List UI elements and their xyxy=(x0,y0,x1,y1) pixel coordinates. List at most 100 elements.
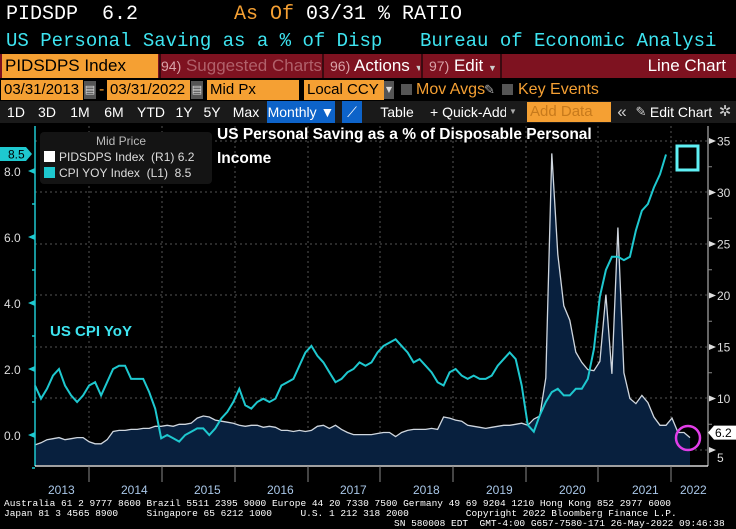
x-tick-label: 2015 xyxy=(194,483,221,497)
right-tick-label: 5 xyxy=(717,451,724,465)
as-of-label: As Of xyxy=(234,3,295,26)
collapse-button[interactable]: « xyxy=(617,102,627,121)
x-tick-label: 2019 xyxy=(486,483,513,497)
right-tick-marker xyxy=(709,447,716,453)
actions-menu[interactable]: 96) Actions ▼ xyxy=(324,54,420,78)
chart-type-label[interactable]: Line Chart xyxy=(647,56,726,75)
highlight-circle xyxy=(674,424,702,452)
right-last-value-label: 6.2 xyxy=(715,426,732,440)
saving-rate-line xyxy=(34,153,691,446)
legend-title: Mid Price xyxy=(96,134,147,148)
security-description: US Personal Saving as a % of Disp xyxy=(6,30,383,52)
edit-menu[interactable]: 97) Edit ▼ xyxy=(424,54,500,78)
right-tick-marker xyxy=(709,344,716,350)
left-tick-label: 4.0 xyxy=(4,297,21,311)
security-header: PIDSDP 6.2 As Of 03/31 % RATIO xyxy=(6,2,462,28)
chevron-down-icon: ▼ xyxy=(414,63,420,73)
options-row: 03/31/2013 ▤ - 03/31/2022 ▤ Mid Px Local… xyxy=(0,79,736,101)
x-tick-label: 2016 xyxy=(267,483,294,497)
end-date-input[interactable]: 03/31/2022 xyxy=(107,80,190,100)
range-6m-button[interactable]: 6M xyxy=(104,104,124,120)
last-value: 6.2 xyxy=(102,3,139,26)
x-tick-label: 2014 xyxy=(121,483,148,497)
range-row: 1D 3D 1M 6M YTD 1Y 5Y Max Monthly ▼ ⟋ Ta… xyxy=(0,101,736,123)
highlight-box xyxy=(675,144,700,172)
key-events-checkbox[interactable] xyxy=(502,84,513,95)
range-3d-button[interactable]: 3D xyxy=(38,104,56,120)
frequency-select[interactable]: Monthly ▼ xyxy=(267,101,335,123)
right-tick-label: 30 xyxy=(717,186,731,200)
legend-swatch xyxy=(44,167,55,178)
legend-label: PIDSDPS Index (R1) 6.2 xyxy=(59,150,195,164)
start-date-input[interactable]: 03/31/2013 xyxy=(1,80,83,100)
right-tick-label: 10 xyxy=(717,392,731,406)
legend-item-saving[interactable]: PIDSDPS Index (R1) 6.2 xyxy=(44,150,194,165)
quick-add-button[interactable]: + Quick-Add xyxy=(430,104,506,120)
edit-number: 97) xyxy=(429,58,450,74)
legend-label: CPI YOY Index (L1) 8.5 xyxy=(59,166,192,180)
chart-canvas[interactable]: 0.0 2.0 4.0 6.0 8.0 8.5 5 10 15 20 25 30 35 6.2 US CP… xyxy=(0,123,736,483)
currency-select[interactable]: Local CCY xyxy=(304,80,384,100)
footer-line-2: Japan 81 3 4565 8900 Singapore 65 6212 1… xyxy=(4,508,677,519)
legend-swatch xyxy=(44,151,55,162)
range-max-button[interactable]: Max xyxy=(232,104,260,120)
footer-line-1: Australia 61 2 9777 8600 Brazil 5511 239… xyxy=(4,498,672,509)
left-tick-marker xyxy=(28,300,35,306)
x-tick-label: 2020 xyxy=(559,483,586,497)
right-tick-label: 15 xyxy=(717,341,731,355)
price-field-select[interactable]: Mid Px xyxy=(207,80,299,100)
x-tick-label: 2017 xyxy=(340,483,367,497)
left-tick-marker xyxy=(28,366,35,372)
left-tick-label: 8.0 xyxy=(4,165,21,179)
pencil-icon[interactable]: ✎ xyxy=(484,82,495,97)
suggested-charts-label: Suggested Charts xyxy=(185,56,321,75)
left-tick-marker xyxy=(28,432,35,438)
footer-line-3: SN 580008 EDT GMT-4:00 G657-7580-171 26-… xyxy=(394,518,725,529)
edit-label: Edit xyxy=(453,56,484,75)
right-tick-marker xyxy=(709,189,716,196)
range-1y-button[interactable]: 1Y xyxy=(175,104,193,120)
cpi-yoy-line xyxy=(34,154,667,443)
range-1d-button[interactable]: 1D xyxy=(7,104,25,120)
add-data-input[interactable]: Add Data xyxy=(527,102,611,122)
cpi-annotation: US CPI YoY xyxy=(50,323,132,340)
chevron-down-icon[interactable]: ▼ xyxy=(384,81,394,99)
chart-title: US Personal Saving as a % of Disposable … xyxy=(217,126,592,167)
data-source: Bureau of Economic Analysi xyxy=(420,30,717,52)
chevron-down-icon: ▼ xyxy=(488,63,497,73)
axes: 0.0 2.0 4.0 6.0 8.0 8.5 5 10 15 20 25 30 35 6.2 xyxy=(0,126,736,482)
suggested-charts-number: 94) xyxy=(161,58,182,74)
right-tick-label: 35 xyxy=(717,135,731,149)
legend-item-cpi[interactable]: CPI YOY Index (L1) 8.5 xyxy=(44,166,191,181)
suggested-charts-button[interactable]: 94) Suggested Charts xyxy=(161,54,321,78)
calendar-icon[interactable]: ▤ xyxy=(191,81,203,99)
gridlines xyxy=(35,126,708,465)
security-input[interactable]: PIDSDPS Index xyxy=(2,54,158,78)
edit-chart-button[interactable]: Edit Chart xyxy=(649,104,713,120)
table-button[interactable]: Table xyxy=(380,104,414,120)
right-tick-marker xyxy=(709,241,716,247)
right-tick-marker xyxy=(709,138,716,144)
chart-legend: Mid Price PIDSDPS Index (R1) 6.2 CPI YOY… xyxy=(40,132,212,184)
range-ytd-button[interactable]: YTD xyxy=(137,104,165,120)
right-tick-label: 25 xyxy=(717,238,731,252)
as-of-value: 03/31 % RATIO xyxy=(306,3,463,26)
gear-icon[interactable]: ✲ xyxy=(718,103,732,120)
left-last-value-label: 8.5 xyxy=(8,148,25,162)
chevron-down-icon[interactable]: ▼ xyxy=(509,107,517,116)
range-1m-button[interactable]: 1M xyxy=(70,104,90,120)
x-tick-label: 2021 xyxy=(632,483,659,497)
x-tick-label: 2013 xyxy=(48,483,75,497)
actions-label: Actions xyxy=(354,56,410,75)
line-chart-icon[interactable]: ⟋ xyxy=(342,101,362,123)
left-last-value-marker xyxy=(0,147,32,161)
ticker: PIDSDP xyxy=(6,3,79,26)
mov-avgs-checkbox[interactable] xyxy=(401,84,412,95)
date-dash: - xyxy=(99,81,105,98)
right-tick-label: 20 xyxy=(717,289,731,303)
left-tick-label: 0.0 xyxy=(4,429,21,443)
x-tick-label: 2018 xyxy=(413,483,440,497)
calendar-icon[interactable]: ▤ xyxy=(84,81,96,99)
x-tick-label: 2022 xyxy=(680,483,707,497)
range-5y-button[interactable]: 5Y xyxy=(203,104,221,120)
